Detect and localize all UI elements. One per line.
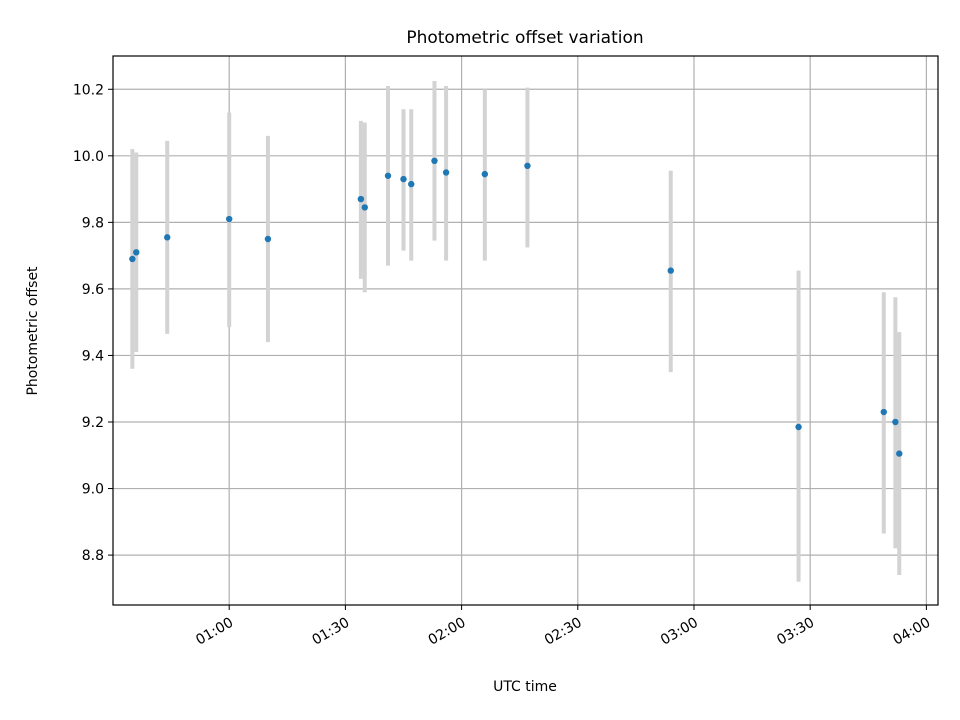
data-point (400, 175, 407, 183)
y-tick-label: 9.4 (82, 348, 104, 364)
data-point (129, 255, 136, 263)
x-axis-label: UTC time (493, 679, 557, 695)
y-tick-label: 10.2 (73, 82, 104, 98)
data-point (361, 204, 368, 211)
y-axis-ticks: 8.8 9.0 9.2 9.4 9.6 9.8 10.0 10.2 (73, 82, 113, 564)
data-point (481, 170, 489, 178)
chart-title: Photometric offset variation (406, 28, 643, 48)
y-tick-label: 9.6 (82, 282, 104, 298)
x-tick-label: 02:00 (426, 615, 469, 649)
x-tick-label: 02:30 (542, 615, 585, 649)
data-point (795, 423, 802, 431)
data-point (225, 215, 233, 223)
data-point (408, 180, 415, 188)
data-point (357, 195, 365, 203)
data-point (524, 162, 531, 169)
y-tick-label: 8.8 (82, 548, 104, 564)
x-tick-label: 01:30 (309, 615, 352, 649)
data-point (164, 234, 171, 241)
y-tick-label: 9.0 (82, 482, 104, 498)
data-point (880, 408, 887, 416)
data-point (384, 172, 392, 179)
x-axis-ticks: 01:00 01:30 02:00 02:30 03:00 03:30 04:00 (193, 605, 933, 649)
x-tick-label: 03:30 (774, 615, 817, 649)
data-point (896, 450, 903, 457)
x-tick-label: 04:00 (890, 615, 933, 649)
data-point (431, 157, 438, 165)
data-point (892, 418, 899, 426)
plot-frame (112, 55, 939, 606)
y-tick-label: 9.8 (82, 215, 104, 231)
data-point (667, 267, 674, 274)
y-axis-label: Photometric offset (25, 266, 41, 396)
data-point (133, 249, 140, 256)
y-tick-label: 9.2 (82, 415, 104, 431)
data-points (129, 157, 903, 457)
x-tick-label: 01:00 (193, 615, 236, 649)
y-tick-label: 10.0 (73, 149, 104, 165)
x-tick-label: 03:00 (658, 615, 701, 649)
data-point (264, 235, 272, 243)
data-point (442, 169, 450, 176)
